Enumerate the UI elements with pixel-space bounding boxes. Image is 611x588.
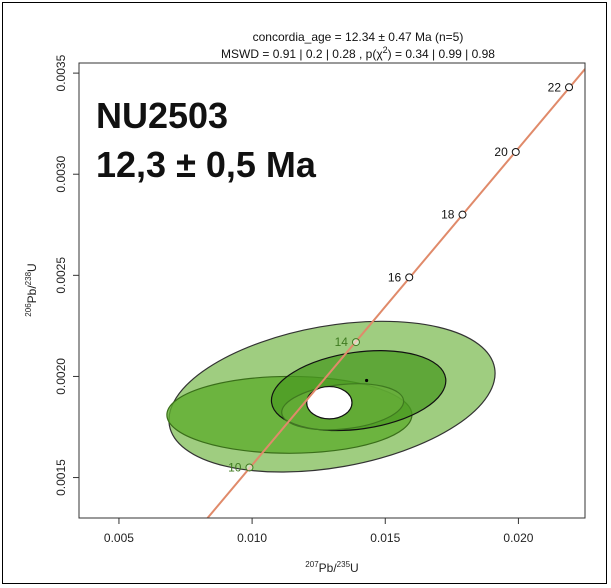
concordia-age-label-20: 20	[494, 145, 508, 159]
x-axis: 0.005 0.010 0.015 0.020	[104, 518, 534, 545]
x-tick-label: 0.005	[104, 531, 134, 545]
y-tick-label: 0.0020	[54, 358, 68, 395]
sample-name-annotation: NU2503	[96, 95, 228, 136]
concordia-marker-16	[405, 273, 414, 282]
y-axis-label: 206Pb/238U	[24, 263, 39, 316]
error-ellipse-5	[306, 385, 353, 420]
concordia-curve-group	[206, 68, 585, 518]
y-tick-label: 0.0015	[54, 459, 68, 496]
concordia-age-point	[365, 378, 369, 383]
chart-title-line2: MSWD = 0.91 | 0.2 | 0.28 , p(χ2) = 0.34 …	[221, 45, 495, 61]
y-tick-label: 0.0035	[54, 54, 68, 91]
concordia-age-label-10: 10	[228, 460, 242, 474]
y-tick-label: 0.0025	[54, 257, 68, 294]
concordia-curve	[206, 68, 585, 518]
concordia-age-label-14: 14	[335, 335, 349, 349]
concordia-age-label-18: 18	[441, 208, 455, 222]
x-axis-label: 207Pb/235U	[305, 560, 358, 575]
concordia-marker-10	[245, 463, 254, 472]
concordia-age-label-16: 16	[388, 270, 402, 284]
concordia-age-points: 10 14 16 18 20 22	[228, 80, 574, 474]
plot-border	[78, 62, 586, 519]
concordia-marker-22	[565, 83, 574, 92]
chart-title-line1: concordia_age = 12.34 ± 0.47 Ma (n=5)	[253, 30, 464, 44]
x-tick-label: 0.015	[370, 531, 400, 545]
concordia-marker-18	[458, 210, 467, 219]
x-tick-label: 0.010	[237, 531, 267, 545]
sample-age-annotation: 12,3 ± 0,5 Ma	[96, 144, 317, 185]
error-ellipses	[166, 320, 496, 473]
concordia-marker-20	[511, 147, 520, 156]
y-tick-label: 0.0030	[54, 156, 68, 193]
x-tick-label: 0.020	[503, 531, 533, 545]
concordia-age-label-22: 22	[548, 80, 562, 94]
y-axis: 0.0015 0.0020 0.0025 0.0030 0.0035	[54, 54, 79, 496]
concordia-marker-14	[351, 338, 360, 347]
